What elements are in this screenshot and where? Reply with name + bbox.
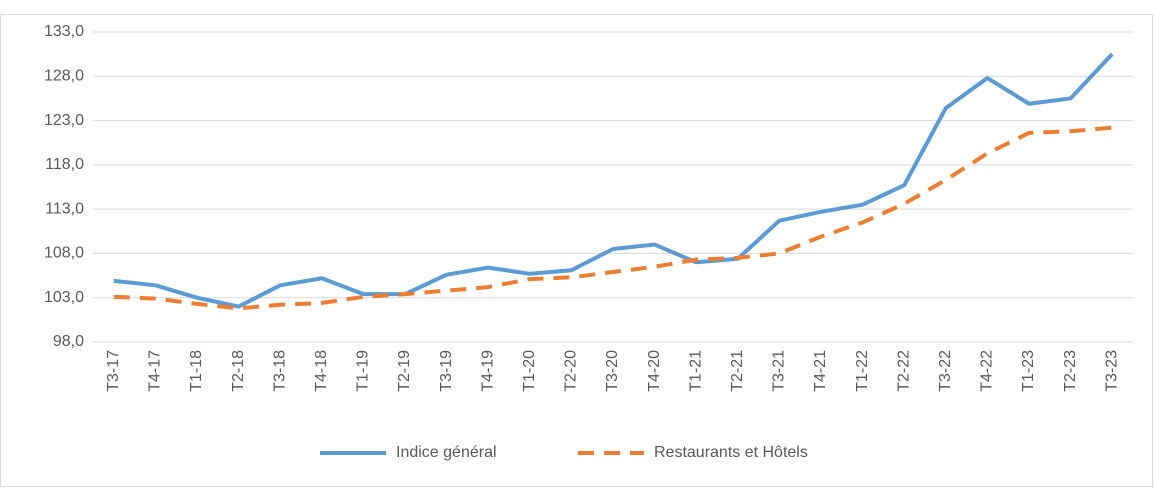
legend-label: Restaurants et Hôtels <box>654 444 808 461</box>
x-tick-label: T2-22 <box>895 350 912 392</box>
x-tick-label: T4-17 <box>147 350 164 392</box>
y-tick-label: 113,0 <box>45 200 84 217</box>
x-tick-label: T2-20 <box>563 350 580 392</box>
x-tick-label: T3-22 <box>937 350 954 392</box>
y-tick-label: 123,0 <box>44 112 84 129</box>
x-tick-label: T4-19 <box>479 350 496 392</box>
x-tick-label: T3-19 <box>438 350 455 392</box>
x-tick-label: T4-22 <box>979 350 996 392</box>
x-tick-label: T2-23 <box>1062 350 1079 392</box>
y-tick-label: 128,0 <box>44 68 84 85</box>
x-tick-label: T3-21 <box>771 350 788 392</box>
x-tick-label: T3-17 <box>105 350 122 392</box>
y-tick-label: 108,0 <box>44 245 84 262</box>
x-tick-label: T2-21 <box>729 350 746 392</box>
x-tick-label: T1-18 <box>188 350 205 392</box>
x-tick-label: T1-19 <box>355 350 372 392</box>
x-tick-label: T1-21 <box>687 350 704 392</box>
x-tick-label: T4-18 <box>313 350 330 392</box>
x-tick-label: T1-22 <box>854 350 871 392</box>
x-tick-label: T2-19 <box>396 350 413 392</box>
chart-frame <box>0 14 1153 487</box>
x-tick-label: T1-20 <box>521 350 538 392</box>
x-tick-label: T3-20 <box>604 350 621 392</box>
x-tick-label: T4-20 <box>646 350 663 392</box>
legend-label: Indice général <box>396 444 497 461</box>
x-tick-label: T3-23 <box>1103 350 1120 392</box>
y-tick-label: 98,0 <box>53 333 84 350</box>
x-tick-label: T4-21 <box>812 350 829 392</box>
series-line <box>113 125 1113 311</box>
x-tick-label: T2-18 <box>230 350 247 392</box>
y-tick-label: 103,0 <box>44 289 84 306</box>
y-tick-label: 133,0 <box>44 23 84 40</box>
series-line <box>113 52 1114 309</box>
x-tick-label: T1-23 <box>1020 350 1037 392</box>
y-tick-label: 118,0 <box>45 156 84 173</box>
x-tick-label: T3-18 <box>271 350 288 392</box>
